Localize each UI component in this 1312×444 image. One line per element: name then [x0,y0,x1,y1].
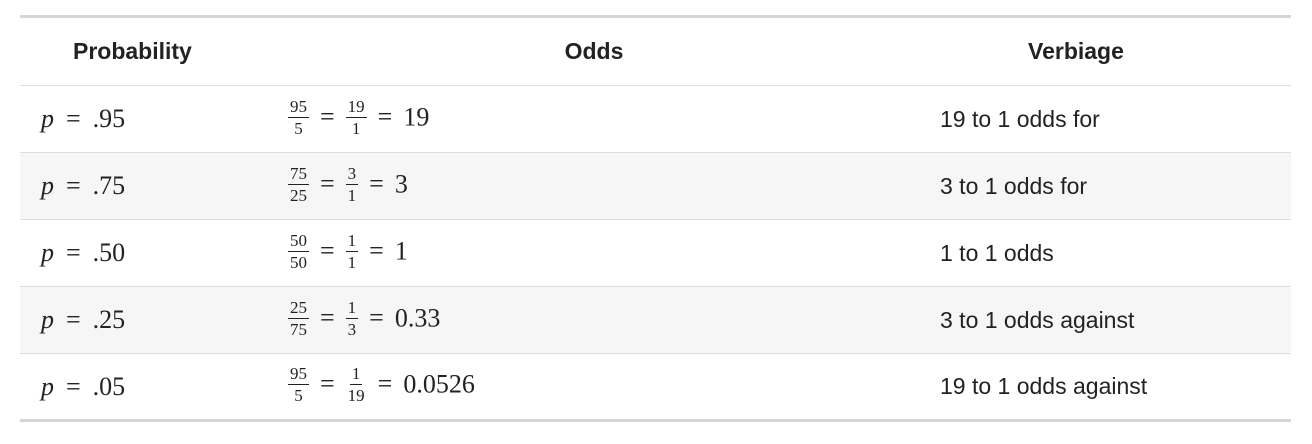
table-row: p = .05 95 5 = 1 19 = 0.0526 19 to 1 odds agains… [20,353,1291,421]
fraction-numerator: 25 [288,297,309,319]
probability-cell: p = .50 [20,219,268,287]
table-row: p = .75 75 25 = 3 1 = 3 3 to 1 odds for [20,152,1291,220]
verbiage-cell: 19 to 1 odds for [940,105,1100,132]
probability-value: .25 [92,305,126,334]
fraction-numerator: 3 [345,163,359,185]
odds-table-container: Probability Odds Verbiage p = .95 95 5 = 19 1 =… [20,15,1291,422]
equals-sign: = [66,305,81,334]
odds-table: Probability Odds Verbiage p = .95 95 5 = 19 1 =… [20,15,1291,422]
fraction-denominator: 25 [290,185,307,205]
probability-value: .50 [92,238,126,267]
equals-sign: = [66,171,81,200]
probability-value: .95 [92,104,126,133]
probability-cell: p = .05 [20,353,268,421]
probability-variable: p [41,238,54,267]
fraction-denominator: 19 [347,386,365,405]
fraction-numerator: 1 [349,364,363,385]
equals-sign: = [66,104,81,133]
fraction-numerator: 1 [345,297,359,319]
header-row: Probability Odds Verbiage [20,16,1291,86]
fraction-percent: 25 75 [288,299,309,338]
header-probability: Probability [20,16,268,86]
fraction-reduced: 19 1 [345,96,367,138]
fraction-numerator: 1 [345,230,359,252]
equals-sign: = [320,369,335,399]
equals-sign: = [377,369,393,399]
odds-result: 0.0526 [403,369,475,399]
fraction-denominator: 1 [347,252,357,272]
table-row: p = .50 50 50 = 1 1 = 1 1 to 1 odds [20,219,1291,287]
odds-cell: 95 5 = 19 1 = 19 [268,86,920,153]
fraction-denominator: 5 [294,386,303,405]
probability-variable: p [41,104,54,133]
equals-sign: = [320,168,335,198]
equals-sign: = [369,235,384,265]
fraction-denominator: 75 [290,319,307,339]
verbiage-cell: 1 to 1 odds [920,219,1291,287]
probability-variable: p [41,171,54,200]
header-odds: Odds [268,16,920,86]
verbiage-cell: 3 to 1 odds for [920,152,1291,220]
odds-cell: 95 5 = 1 19 = 0.0526 [268,353,920,421]
odds-cell: 50 50 = 1 1 = 1 [268,219,920,287]
odds-cell: 25 75 = 1 3 = 0.33 [268,286,920,354]
verbiage-cell: 3 to 1 odds against [920,286,1291,354]
fraction-denominator: 1 [347,185,357,205]
table-row: p = .25 25 75 = 1 3 = 0.33 3 to 1 odds against [20,286,1291,354]
table-row: p = .95 95 5 = 19 1 = 19 19 to 1 odds for [20,86,1291,153]
fraction-denominator: 5 [294,118,303,138]
equals-sign: = [377,101,393,131]
odds-result: 19 [403,101,430,131]
probability-cell: p = .25 [20,286,268,354]
equals-sign: = [320,101,335,131]
odds-cell: 75 25 = 3 1 = 3 [268,152,920,220]
fraction-numerator: 75 [288,163,309,185]
fraction-denominator: 50 [290,252,307,272]
fraction-percent: 50 50 [288,232,309,271]
probability-variable: p [41,371,54,401]
equals-sign: = [369,168,384,198]
odds-result: 3 [394,168,408,198]
fraction-numerator: 50 [288,230,309,252]
probability-cell: p = .95 [20,86,268,153]
fraction-denominator: 1 [351,118,361,138]
table-header: Probability Odds Verbiage [20,16,1291,86]
equals-sign: = [66,371,81,401]
table-body: p = .95 95 5 = 19 1 = 19 19 to 1 odds for p = .75 … [20,86,1291,421]
probability-value: .75 [92,171,126,200]
fraction-numerator: 95 [288,364,309,385]
equals-sign: = [320,302,335,332]
fraction-percent: 95 5 [288,365,309,404]
header-verbiage: Verbiage [920,16,1291,86]
odds-result: 0.33 [394,302,441,332]
probability-cell: p = .75 [20,152,268,220]
fraction-reduced: 1 19 [346,365,367,404]
fraction-numerator: 19 [345,96,367,118]
probability-value: .05 [92,371,126,401]
equals-sign: = [66,238,81,267]
probability-variable: p [41,305,54,334]
fraction-percent: 95 5 [288,98,309,137]
fraction-percent: 75 25 [288,165,309,204]
verbiage-cell: 19 to 1 odds against [920,353,1291,421]
fraction-denominator: 3 [347,319,357,339]
equals-sign: = [320,235,335,265]
odds-result: 1 [394,235,408,265]
equals-sign: = [369,302,384,332]
fraction-numerator: 95 [288,96,309,118]
